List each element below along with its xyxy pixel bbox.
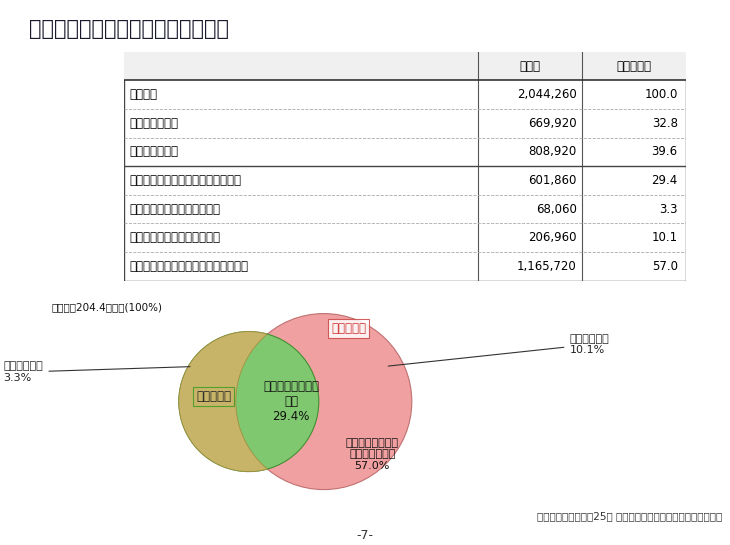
Text: -7-: -7- bbox=[356, 529, 374, 542]
Text: 割合（％）: 割合（％） bbox=[617, 59, 652, 72]
Text: 669,920: 669,920 bbox=[528, 117, 577, 130]
Polygon shape bbox=[179, 331, 267, 471]
Text: 68,060: 68,060 bbox=[536, 203, 577, 216]
Text: 土地･建物ともに
所有
29.4%: 土地･建物ともに 所有 29.4% bbox=[264, 380, 319, 423]
Text: 法人総数: 法人総数 bbox=[130, 88, 158, 101]
Text: 39.6: 39.6 bbox=[652, 146, 677, 159]
Text: 土地･建物とも所有している法人数: 土地･建物とも所有している法人数 bbox=[130, 174, 242, 187]
Text: 206,960: 206,960 bbox=[528, 231, 577, 244]
Text: 建物のみ所有している法人数: 建物のみ所有している法人数 bbox=[130, 231, 220, 244]
Text: 10.1: 10.1 bbox=[652, 231, 677, 244]
Text: 57.0: 57.0 bbox=[652, 260, 677, 273]
Text: 建物所有法人数: 建物所有法人数 bbox=[130, 146, 179, 159]
Text: 3.3: 3.3 bbox=[659, 203, 677, 216]
Circle shape bbox=[179, 331, 319, 471]
Text: 建物を所有: 建物を所有 bbox=[331, 322, 366, 335]
Text: 2,044,260: 2,044,260 bbox=[517, 88, 577, 101]
Circle shape bbox=[236, 313, 412, 489]
Text: 土地のみ所有している法人数: 土地のみ所有している法人数 bbox=[130, 203, 220, 216]
Text: 29.4: 29.4 bbox=[651, 174, 677, 187]
Text: 建物のみ所有
10.1%: 建物のみ所有 10.1% bbox=[388, 334, 609, 366]
Text: 100.0: 100.0 bbox=[645, 88, 677, 101]
Text: （国土交通省「平成25年 法人土地･建物基本調査」より作成）: （国土交通省「平成25年 法人土地･建物基本調査」より作成） bbox=[537, 511, 723, 521]
Text: 土地のみ所有
3.3%: 土地のみ所有 3.3% bbox=[4, 361, 190, 383]
Text: 土地･建物とも所有していない法人数: 土地･建物とも所有していない法人数 bbox=[130, 260, 249, 273]
Text: 建物を所有: 建物を所有 bbox=[196, 390, 231, 403]
Text: 法人数: 法人数 bbox=[520, 59, 541, 72]
Bar bbox=[124, 52, 686, 80]
Text: 土地･建物ともに
所有していない
57.0%: 土地･建物ともに 所有していない 57.0% bbox=[346, 438, 399, 471]
Text: 法人総数204.4万法人(100%): 法人総数204.4万法人(100%) bbox=[52, 302, 163, 312]
Text: 1,165,720: 1,165,720 bbox=[517, 260, 577, 273]
Text: 32.8: 32.8 bbox=[652, 117, 677, 130]
Text: 808,920: 808,920 bbox=[529, 146, 577, 159]
Text: 土地所有法人数: 土地所有法人数 bbox=[130, 117, 179, 130]
Text: 601,860: 601,860 bbox=[529, 174, 577, 187]
Text: 土地･建物所有状況別法人数･割合: 土地･建物所有状況別法人数･割合 bbox=[29, 19, 229, 39]
